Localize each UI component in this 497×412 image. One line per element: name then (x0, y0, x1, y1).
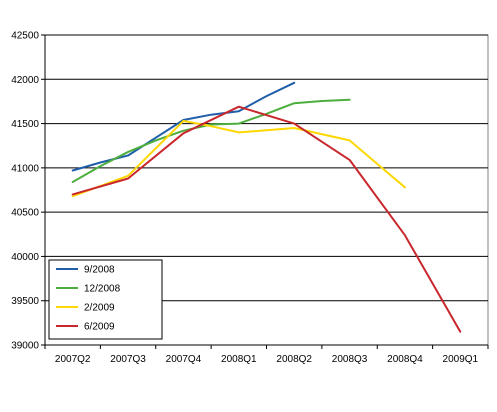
legend-label: 9/2008 (84, 265, 115, 276)
y-axis-ticks: 39000 39500 40000 40500 41000 41500 42000 42500 (11, 31, 45, 352)
x-tick-label: 2008Q4 (387, 354, 423, 365)
series-line-1 (71, 98, 351, 183)
x-tick-label: 2009Q1 (443, 354, 479, 365)
y-tick-label: 41000 (11, 163, 39, 174)
series-line-3 (71, 105, 462, 333)
x-tick-label: 2008Q3 (332, 354, 368, 365)
y-tick-label: 41500 (11, 119, 39, 130)
series-line-2 (71, 119, 406, 198)
legend-label: 6/2009 (84, 322, 115, 333)
y-tick-label: 40000 (11, 252, 39, 263)
legend-box (48, 259, 163, 340)
y-tick-label: 40500 (11, 208, 39, 219)
legend: 9/2008 12/2008 2/2009 6/2009 (48, 259, 163, 340)
x-tick-label: 2007Q3 (110, 354, 146, 365)
x-tick-label: 2007Q4 (166, 354, 202, 365)
x-axis-ticks: 2007Q2 2007Q3 2007Q4 2008Q1 2008Q2 2008Q3 2008… (44, 345, 489, 365)
legend-label: 2/2009 (84, 303, 115, 314)
x-tick-label: 2007Q2 (55, 354, 91, 365)
x-tick-label: 2008Q1 (221, 354, 257, 365)
y-tick-label: 39500 (11, 296, 39, 307)
y-tick-label: 42000 (11, 75, 39, 86)
legend-items: 9/2008 12/2008 2/2009 6/2009 (56, 265, 121, 333)
y-tick-label: 42500 (11, 31, 39, 42)
series-lines (71, 81, 462, 333)
x-tick-label: 2008Q2 (276, 354, 312, 365)
legend-label: 12/2008 (84, 284, 121, 295)
y-tick-label: 39000 (11, 341, 39, 352)
